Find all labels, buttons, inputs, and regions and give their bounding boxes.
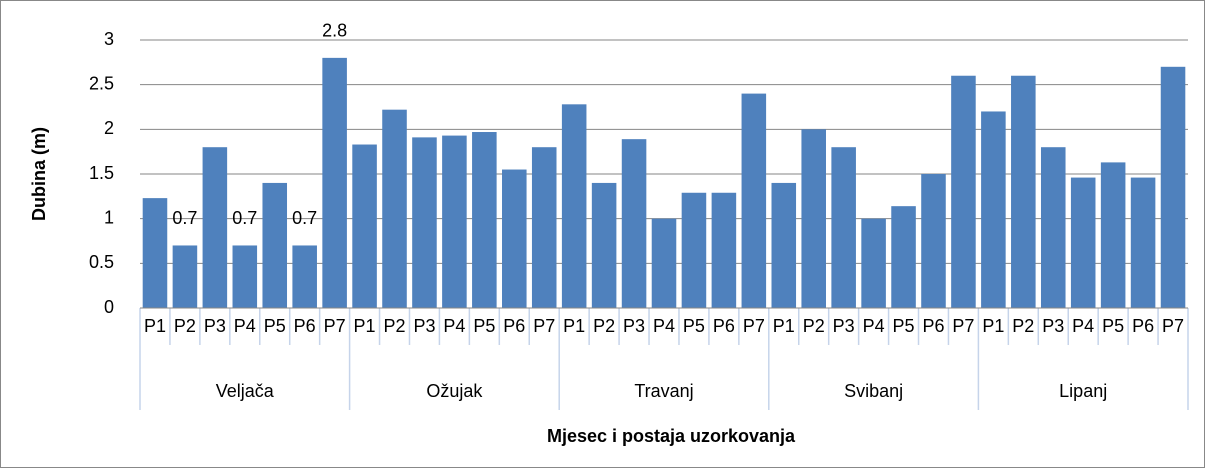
bar — [442, 135, 467, 308]
y-tick-label: 3 — [104, 29, 114, 49]
x-tick-label: P6 — [294, 316, 316, 336]
bar — [352, 144, 377, 308]
data-label: 0.7 — [292, 208, 317, 228]
x-tick-label: P4 — [234, 316, 256, 336]
x-tick-label: P1 — [773, 316, 795, 336]
y-axis-title: Dubina (m) — [29, 127, 49, 221]
x-tick-label: P2 — [383, 316, 405, 336]
bar — [981, 111, 1006, 308]
x-tick-label: P6 — [503, 316, 525, 336]
x-tick-label: P6 — [922, 316, 944, 336]
bar — [831, 147, 856, 308]
bar — [561, 104, 587, 308]
bar — [951, 75, 976, 308]
bar — [921, 174, 946, 308]
bar — [412, 137, 437, 308]
bar — [472, 132, 497, 308]
x-tick-label: P4 — [443, 316, 465, 336]
x-tick-label: P4 — [1072, 316, 1094, 336]
bar — [741, 93, 767, 308]
x-tick-label: P1 — [982, 316, 1004, 336]
x-tick-label: P5 — [893, 316, 915, 336]
bar — [711, 192, 737, 308]
x-tick-label: P6 — [713, 316, 735, 336]
x-tick-label: P5 — [264, 316, 286, 336]
x-tick-label: P2 — [593, 316, 615, 336]
bar — [322, 57, 347, 308]
group-label: Veljača — [216, 381, 275, 401]
x-tick-label: P7 — [952, 316, 974, 336]
x-tick-label: P4 — [863, 316, 885, 336]
bar — [531, 147, 557, 308]
x-tick-label: P3 — [413, 316, 435, 336]
x-tick-label: P7 — [324, 316, 346, 336]
x-tick-label: P5 — [473, 316, 495, 336]
bar — [262, 182, 288, 308]
bar — [651, 218, 677, 308]
y-tick-label: 0.5 — [89, 252, 114, 272]
bar — [621, 139, 647, 308]
bar — [591, 182, 617, 308]
y-tick-label: 1.5 — [89, 163, 114, 183]
data-label: 0.7 — [232, 208, 257, 228]
bar — [1160, 66, 1186, 308]
group-label: Lipanj — [1059, 381, 1107, 401]
x-tick-label: P6 — [1132, 316, 1154, 336]
bar — [142, 198, 168, 308]
x-tick-label: P1 — [144, 316, 166, 336]
bar — [681, 192, 707, 308]
bar — [801, 129, 826, 308]
x-tick-label: P1 — [354, 316, 376, 336]
bar — [502, 169, 527, 308]
bar — [891, 206, 916, 308]
y-tick-label: 2 — [104, 118, 114, 138]
bar — [202, 147, 228, 308]
bar — [771, 182, 797, 308]
data-label: 0.7 — [172, 208, 197, 228]
x-tick-label: P7 — [533, 316, 555, 336]
x-tick-label: P3 — [833, 316, 855, 336]
x-tick-label: P1 — [563, 316, 585, 336]
x-tick-label: P2 — [803, 316, 825, 336]
x-tick-label: P3 — [623, 316, 645, 336]
x-tick-label: P5 — [1102, 316, 1124, 336]
bar — [861, 218, 886, 308]
bar — [232, 245, 258, 308]
bar — [1011, 75, 1036, 308]
x-tick-label: P2 — [1012, 316, 1034, 336]
group-label: Travanj — [634, 381, 693, 401]
x-tick-label: P3 — [1042, 316, 1064, 336]
bar — [382, 109, 407, 309]
x-tick-label: P7 — [743, 316, 765, 336]
group-label: Svibanj — [844, 381, 903, 401]
bar — [1130, 177, 1156, 308]
bar — [1100, 162, 1126, 308]
bar — [1070, 177, 1096, 308]
bar — [172, 245, 198, 308]
x-tick-label: P3 — [204, 316, 226, 336]
data-label: 2.8 — [322, 21, 347, 41]
x-tick-label: P4 — [653, 316, 675, 336]
y-tick-label: 0 — [104, 297, 114, 317]
x-tick-label: P5 — [683, 316, 705, 336]
x-tick-label: P7 — [1162, 316, 1184, 336]
x-tick-label: P2 — [174, 316, 196, 336]
bar — [292, 245, 317, 308]
y-tick-label: 1 — [104, 207, 114, 227]
x-axis-title: Mjesec i postaja uzorkovanja — [547, 426, 796, 446]
group-label: Ožujak — [426, 381, 483, 401]
bar — [1040, 147, 1066, 308]
y-tick-label: 2.5 — [89, 73, 114, 93]
